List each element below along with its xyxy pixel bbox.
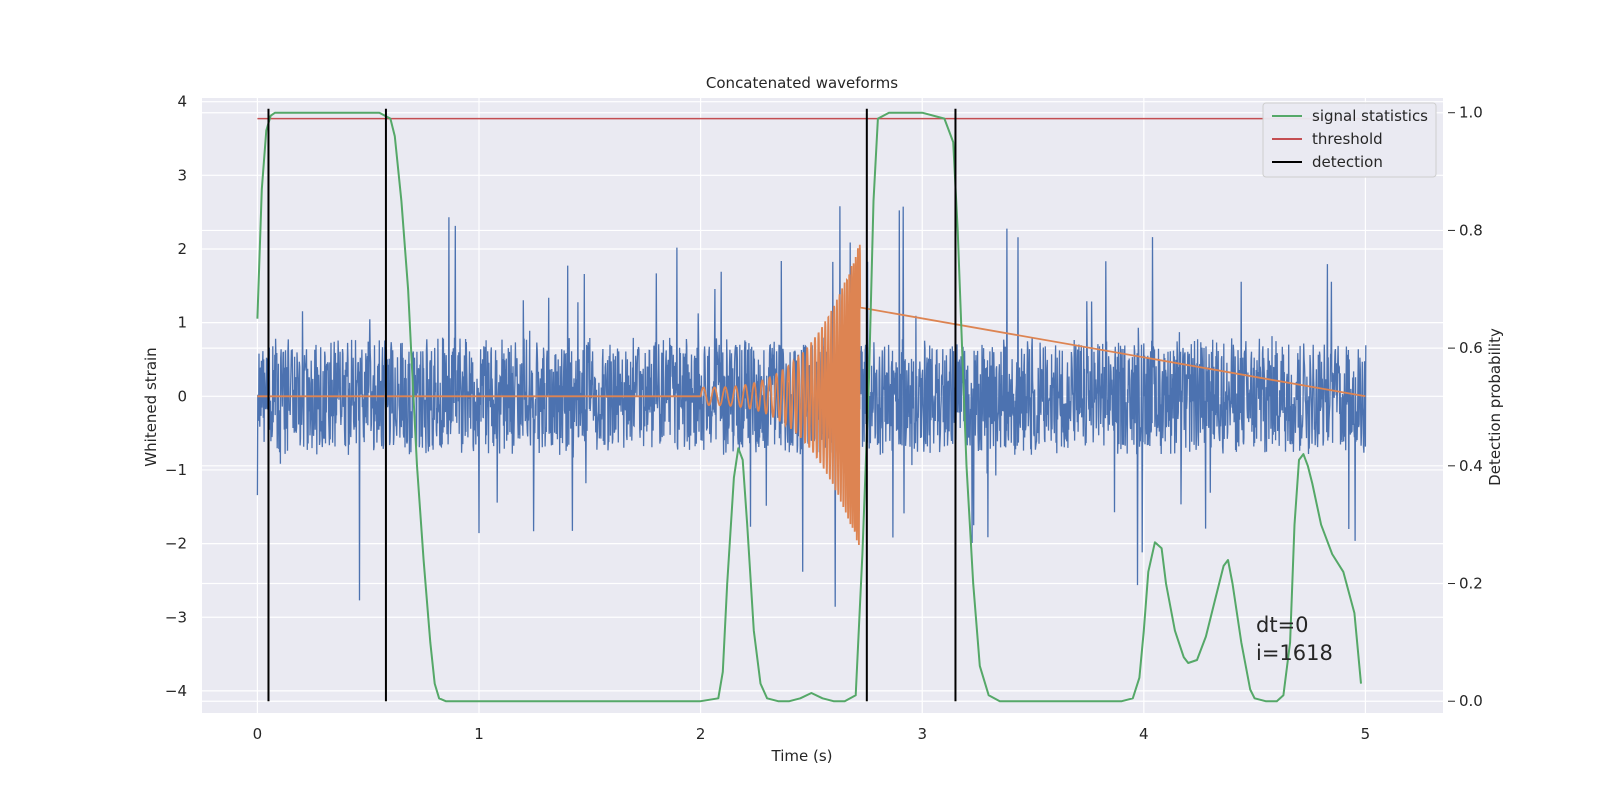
y-tick-label: −4 [165, 682, 187, 700]
annotation-index: i=1618 [1256, 641, 1333, 665]
legend-label-signal-statistics: signal statistics [1312, 107, 1428, 125]
series-signal-statistics-line [256, 111, 1362, 703]
y-tick-label: 3 [177, 166, 187, 184]
tick-labels: 0 1 2 3 4 5 −4 −3 −2 −1 0 1 2 3 4 0.0 0.2 0.4 0.6 0.8 1.0 [165, 93, 1483, 743]
y2-tick-label: 0.8 [1459, 221, 1483, 239]
legend-label-detection: detection [1312, 153, 1383, 171]
x-tick-label: 3 [917, 725, 927, 743]
y-tick-label: 2 [177, 240, 187, 258]
series-chirp-line [257, 244, 1366, 546]
x-tick-label: 4 [1139, 725, 1149, 743]
y2-tick-label: 0.4 [1459, 457, 1483, 475]
y2-tick-label: 0.0 [1459, 692, 1483, 710]
y-tick-label: 0 [177, 387, 187, 405]
y2-tick-label: 0.2 [1459, 575, 1483, 593]
x-tick-label: 0 [253, 725, 263, 743]
annotation-dt: dt=0 [1256, 613, 1309, 637]
x-tick-label: 1 [474, 725, 484, 743]
y-tick-label: 4 [177, 93, 187, 111]
data-layer [256, 108, 1367, 703]
y-tick-label: 1 [177, 314, 187, 332]
y-tick-label: −2 [165, 535, 187, 553]
y2-tick-label: 1.0 [1459, 104, 1483, 122]
y-axis-label: Whitened strain [142, 347, 160, 466]
y-tick-label: −1 [165, 461, 187, 479]
legend-box [1262, 102, 1437, 178]
legend: signal statistics threshold detection [1262, 102, 1437, 178]
y2-axis-label: Detection probability [1486, 328, 1504, 486]
x-tick-label: 5 [1361, 725, 1371, 743]
x-axis-label: Time (s) [771, 747, 833, 765]
y-tick-label: −3 [165, 608, 187, 626]
chart-title: Concatenated waveforms [706, 74, 898, 92]
y2-tick-label: 0.6 [1459, 339, 1483, 357]
legend-label-threshold: threshold [1312, 130, 1383, 148]
x-tick-label: 2 [696, 725, 706, 743]
